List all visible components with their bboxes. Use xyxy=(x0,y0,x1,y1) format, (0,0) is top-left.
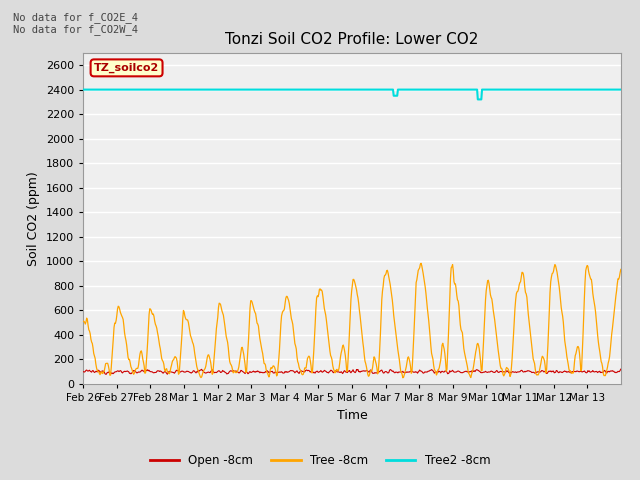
Text: TZ_soilco2: TZ_soilco2 xyxy=(94,63,159,73)
Y-axis label: Soil CO2 (ppm): Soil CO2 (ppm) xyxy=(28,171,40,266)
X-axis label: Time: Time xyxy=(337,408,367,421)
Legend: Open -8cm, Tree -8cm, Tree2 -8cm: Open -8cm, Tree -8cm, Tree2 -8cm xyxy=(145,449,495,472)
Text: No data for f_CO2E_4: No data for f_CO2E_4 xyxy=(13,12,138,23)
Title: Tonzi Soil CO2 Profile: Lower CO2: Tonzi Soil CO2 Profile: Lower CO2 xyxy=(225,33,479,48)
Text: No data for f_CO2W_4: No data for f_CO2W_4 xyxy=(13,24,138,35)
